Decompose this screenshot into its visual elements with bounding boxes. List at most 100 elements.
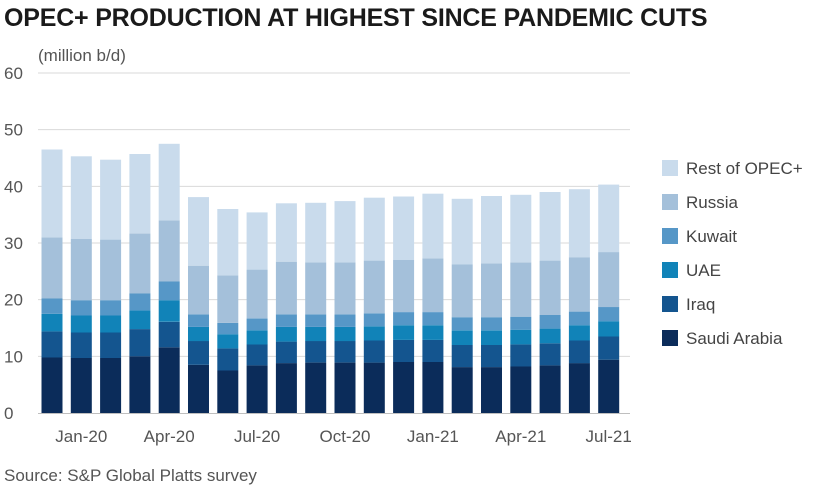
y-axis: 0 10 20 30 40 50 60: [4, 64, 23, 423]
bar-segment: [393, 196, 415, 260]
bar-segment: [275, 314, 297, 327]
bar-segment: [451, 264, 473, 318]
bar-segment: [305, 202, 327, 263]
bar-segment: [305, 362, 327, 413]
bar-segment: [568, 325, 590, 341]
y-tick-label: 10: [4, 347, 23, 366]
bar-segment: [481, 345, 502, 368]
bar-segment: [539, 328, 561, 344]
bar-segment: [41, 298, 63, 314]
bar-segment: [305, 262, 327, 315]
bar-segment: [510, 194, 532, 263]
y-tick-label: 40: [4, 177, 23, 196]
bar-segment: [41, 357, 63, 413]
bar-segment: [246, 330, 268, 345]
bar-segment: [334, 201, 356, 263]
bar-segment: [422, 339, 444, 362]
x-tick-label: Jan-21: [407, 427, 459, 446]
bar-segment: [481, 367, 502, 413]
bar-segment: [100, 358, 122, 413]
bar-segment: [217, 322, 239, 335]
bar-segment: [188, 341, 209, 365]
bars: [41, 143, 620, 413]
bar-segment: [217, 348, 239, 371]
bar-segment: [129, 154, 151, 234]
bar-segment: [539, 343, 561, 366]
bar-segment: [451, 317, 473, 331]
bar-segment: [568, 189, 590, 258]
bar-segment: [598, 336, 620, 360]
bar-segment: [158, 347, 180, 413]
bar-segment: [275, 341, 297, 364]
bar-segment: [363, 197, 385, 261]
y-tick-label: 0: [4, 404, 13, 423]
bar-segment: [363, 313, 385, 327]
bar-segment: [363, 340, 385, 363]
bar-segment: [41, 237, 63, 299]
chart-title: OPEC+ PRODUCTION AT HIGHEST SINCE PANDEM…: [4, 4, 708, 32]
bar-segment: [246, 365, 268, 413]
bar-segment: [41, 331, 63, 358]
bar-segment: [305, 341, 327, 363]
bar-segment: [70, 332, 92, 358]
x-tick-label: Apr-20: [144, 427, 195, 446]
bar-segment: [158, 281, 180, 301]
bar-segment: [129, 356, 151, 413]
bar-segment: [70, 358, 92, 413]
bar-segment: [598, 184, 620, 252]
legend-label: Rest of OPEC+: [686, 159, 803, 178]
legend-label: Kuwait: [686, 227, 737, 246]
bar-segment: [539, 192, 561, 261]
legend-swatch: [662, 262, 678, 278]
bar-segment: [510, 262, 532, 317]
bar-segment: [188, 197, 209, 266]
bar-segment: [100, 239, 122, 301]
bar-segment: [217, 275, 239, 323]
bar-segment: [275, 326, 297, 342]
bar-segment: [568, 340, 590, 364]
bar-segment: [158, 220, 180, 282]
bar-segment: [481, 263, 502, 318]
bar-segment: [70, 315, 92, 333]
legend-swatch: [662, 330, 678, 346]
bar-segment: [246, 269, 268, 319]
bar-segment: [481, 330, 502, 345]
bar-segment: [393, 312, 415, 326]
bar-segment: [158, 300, 180, 322]
bar-segment: [246, 212, 268, 270]
legend-swatch: [662, 160, 678, 176]
bar-segment: [422, 258, 444, 313]
x-tick-label: Apr-21: [495, 427, 546, 446]
bar-segment: [481, 317, 502, 331]
x-tick-label: Jul-21: [586, 427, 632, 446]
bar-segment: [598, 321, 620, 337]
bar-segment: [129, 293, 151, 311]
bar-segment: [188, 326, 209, 342]
y-tick-label: 60: [4, 64, 23, 83]
bar-segment: [539, 315, 561, 329]
bar-segment: [334, 262, 356, 315]
unit-label: (million b/d): [38, 46, 126, 65]
bar-segment: [41, 149, 63, 238]
bar-segment: [100, 332, 122, 358]
x-axis: Jan-20 Apr-20 Jul-20 Oct-20 Jan-21 Apr-21 Jul-…: [38, 413, 632, 446]
bar-segment: [422, 193, 444, 259]
legend-swatch: [662, 194, 678, 210]
y-tick-label: 20: [4, 291, 23, 310]
bar-segment: [217, 334, 239, 349]
legend: Rest of OPEC+ Russia Kuwait UAE Iraq Saudi Ar…: [662, 159, 803, 348]
bar-segment: [363, 362, 385, 413]
bar-segment: [510, 366, 532, 413]
bar-segment: [275, 261, 297, 315]
legend-swatch: [662, 228, 678, 244]
bar-segment: [334, 326, 356, 342]
bar-segment: [41, 313, 63, 332]
bar-segment: [568, 257, 590, 312]
x-tick-label: Jul-20: [234, 427, 280, 446]
bar-segment: [100, 159, 122, 240]
y-tick-label: 50: [4, 121, 23, 140]
bar-segment: [305, 326, 327, 342]
bar-segment: [510, 344, 532, 367]
bar-segment: [393, 362, 415, 413]
